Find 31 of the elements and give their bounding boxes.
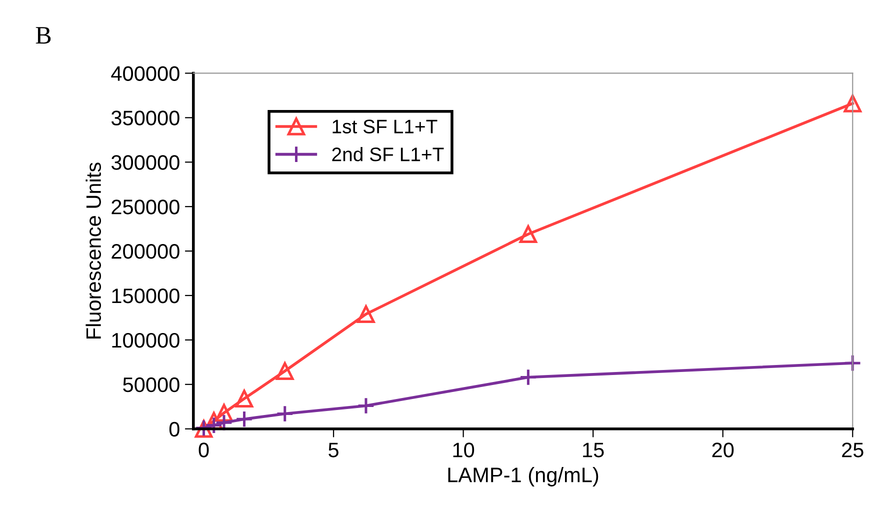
point: [357, 396, 375, 415]
point: [235, 410, 254, 428]
point: [276, 362, 294, 380]
point: [519, 225, 538, 244]
x-tick-label: 25: [842, 442, 864, 458]
point: [844, 354, 862, 372]
x-tick-label: 20: [712, 442, 734, 458]
legend-label: 2nd SF L1+T: [332, 147, 444, 162]
y-axis-title: Fluorescence Units: [86, 162, 101, 338]
point: [519, 368, 538, 386]
y-tick-label: 0: [169, 422, 180, 437]
y-tick-label: 400000: [111, 66, 180, 81]
x-tick-label: 0: [198, 442, 209, 458]
y-tick-label: 250000: [112, 200, 180, 214]
x-tick-label: 10: [453, 442, 474, 458]
y-tick-label: 350000: [111, 110, 180, 126]
point: [276, 404, 294, 423]
x-tick-label: 15: [583, 442, 604, 458]
y-tick-label: 100000: [112, 332, 180, 348]
text: B: [36, 27, 51, 44]
x-tick-label: 5: [328, 442, 338, 458]
point: [844, 94, 862, 112]
point: [215, 414, 233, 432]
point: [235, 390, 254, 408]
point: [357, 305, 375, 324]
y-tick-label: 200000: [112, 244, 180, 259]
x-axis-title: LAMP-1 (ng/mL): [448, 467, 598, 486]
y-tick-label: 300000: [111, 155, 180, 170]
y-tick-label: 50000: [123, 377, 180, 392]
y-tick-label: 150000: [112, 288, 180, 304]
legend-label: 1st SF L1+T: [332, 120, 438, 134]
